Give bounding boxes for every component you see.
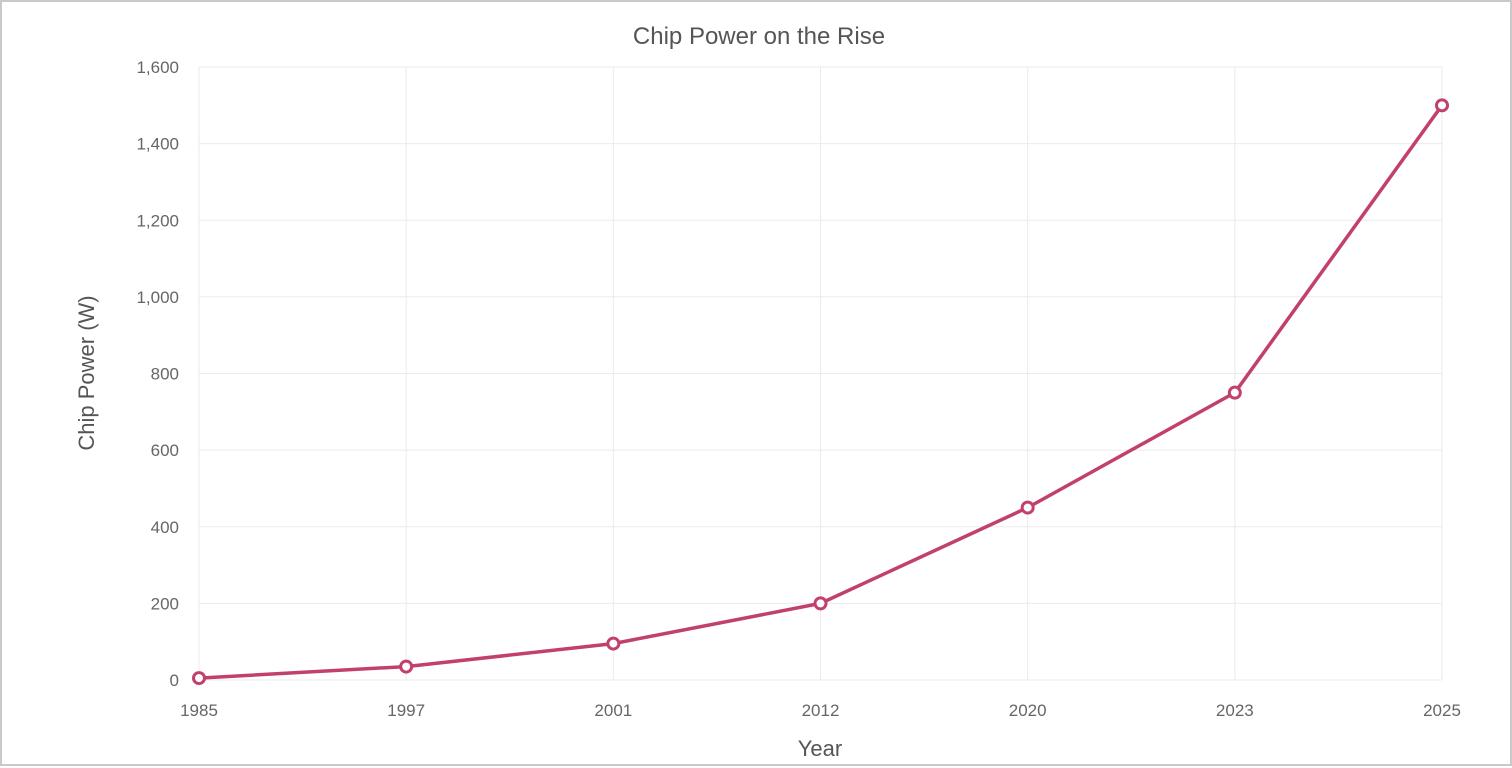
- y-tick-label: 800: [151, 365, 179, 384]
- x-tick-label: 1985: [180, 701, 218, 720]
- y-tick-label: 1,200: [136, 211, 179, 230]
- data-point[interactable]: [192, 671, 206, 686]
- x-tick-label: 2025: [1423, 701, 1461, 720]
- x-axis-title: Year: [798, 736, 842, 761]
- y-tick-label: 1,400: [136, 135, 179, 154]
- data-point[interactable]: [1020, 500, 1035, 515]
- data-point[interactable]: [813, 596, 828, 611]
- y-tick-label: 1,000: [136, 288, 179, 307]
- data-point[interactable]: [1227, 385, 1242, 400]
- y-axis-title: Chip Power (W): [74, 295, 99, 450]
- chart-title: Chip Power on the Rise: [633, 23, 885, 50]
- x-axis-ticks: 1985 1997 2001 2012 2020 2023 2025: [180, 701, 1461, 720]
- x-tick-label: 1997: [387, 701, 425, 720]
- y-axis-ticks: 0 200 400 600 800 1,000 1,200 1,400 1,600: [136, 58, 179, 690]
- grid-lines: [198, 66, 1443, 681]
- x-tick-label: 2020: [1009, 701, 1047, 720]
- data-point[interactable]: [606, 636, 621, 651]
- y-tick-label: 400: [151, 518, 179, 537]
- data-point[interactable]: [1435, 98, 1449, 113]
- data-point[interactable]: [399, 659, 414, 674]
- x-tick-label: 2012: [802, 701, 840, 720]
- series-group: [192, 98, 1449, 686]
- y-tick-label: 1,600: [136, 58, 179, 77]
- y-tick-label: 0: [170, 671, 179, 690]
- x-tick-label: 2023: [1216, 701, 1254, 720]
- x-tick-label: 2001: [594, 701, 632, 720]
- y-tick-label: 600: [151, 441, 179, 460]
- y-tick-label: 200: [151, 594, 179, 613]
